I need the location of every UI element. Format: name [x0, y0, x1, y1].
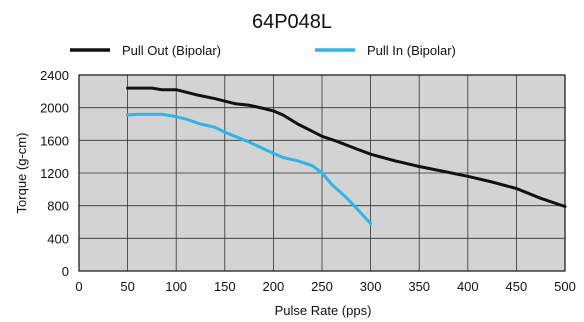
- x-tick-label-9: 450: [506, 279, 528, 294]
- y-tick-label-1: 400: [47, 231, 69, 246]
- tick-labels: 0 50 100 150 200 250 300 350 400 450 500 0 400 800 120…: [40, 68, 576, 294]
- axes: [78, 74, 566, 272]
- legend-label-0: Pull Out (Bipolar): [122, 43, 221, 58]
- y-tick-label-2: 800: [47, 199, 69, 214]
- x-tick-label-4: 200: [263, 279, 285, 294]
- y-tick-label-5: 2000: [40, 101, 69, 116]
- legend-label-1: Pull In (Bipolar): [367, 43, 456, 58]
- y-tick-label-4: 1600: [40, 133, 69, 148]
- x-tick-label-8: 400: [457, 279, 479, 294]
- x-tick-label-3: 150: [214, 279, 236, 294]
- chart-title: 64P048L: [252, 11, 332, 33]
- plot-border: [78, 74, 566, 272]
- y-tick-label-6: 2400: [40, 68, 69, 83]
- series-line-1: [126, 112, 373, 226]
- x-tick-label-7: 350: [408, 279, 430, 294]
- series-line-0: [126, 86, 567, 208]
- y-tick-label-0: 0: [62, 264, 69, 279]
- y-tick-label-3: 1200: [40, 166, 69, 181]
- series-lines: [126, 86, 567, 226]
- x-tick-label-6: 300: [360, 279, 382, 294]
- y-axis-label: Torque (g-cm): [14, 133, 29, 214]
- x-tick-label-2: 100: [165, 279, 187, 294]
- x-tick-label-10: 500: [554, 279, 576, 294]
- x-axis-label: Pulse Rate (pps): [275, 303, 372, 318]
- x-tick-label-5: 250: [311, 279, 333, 294]
- x-tick-label-0: 0: [75, 279, 82, 294]
- x-tick-label-1: 50: [120, 279, 134, 294]
- legend: Pull Out (Bipolar) Pull In (Bipolar): [70, 43, 456, 58]
